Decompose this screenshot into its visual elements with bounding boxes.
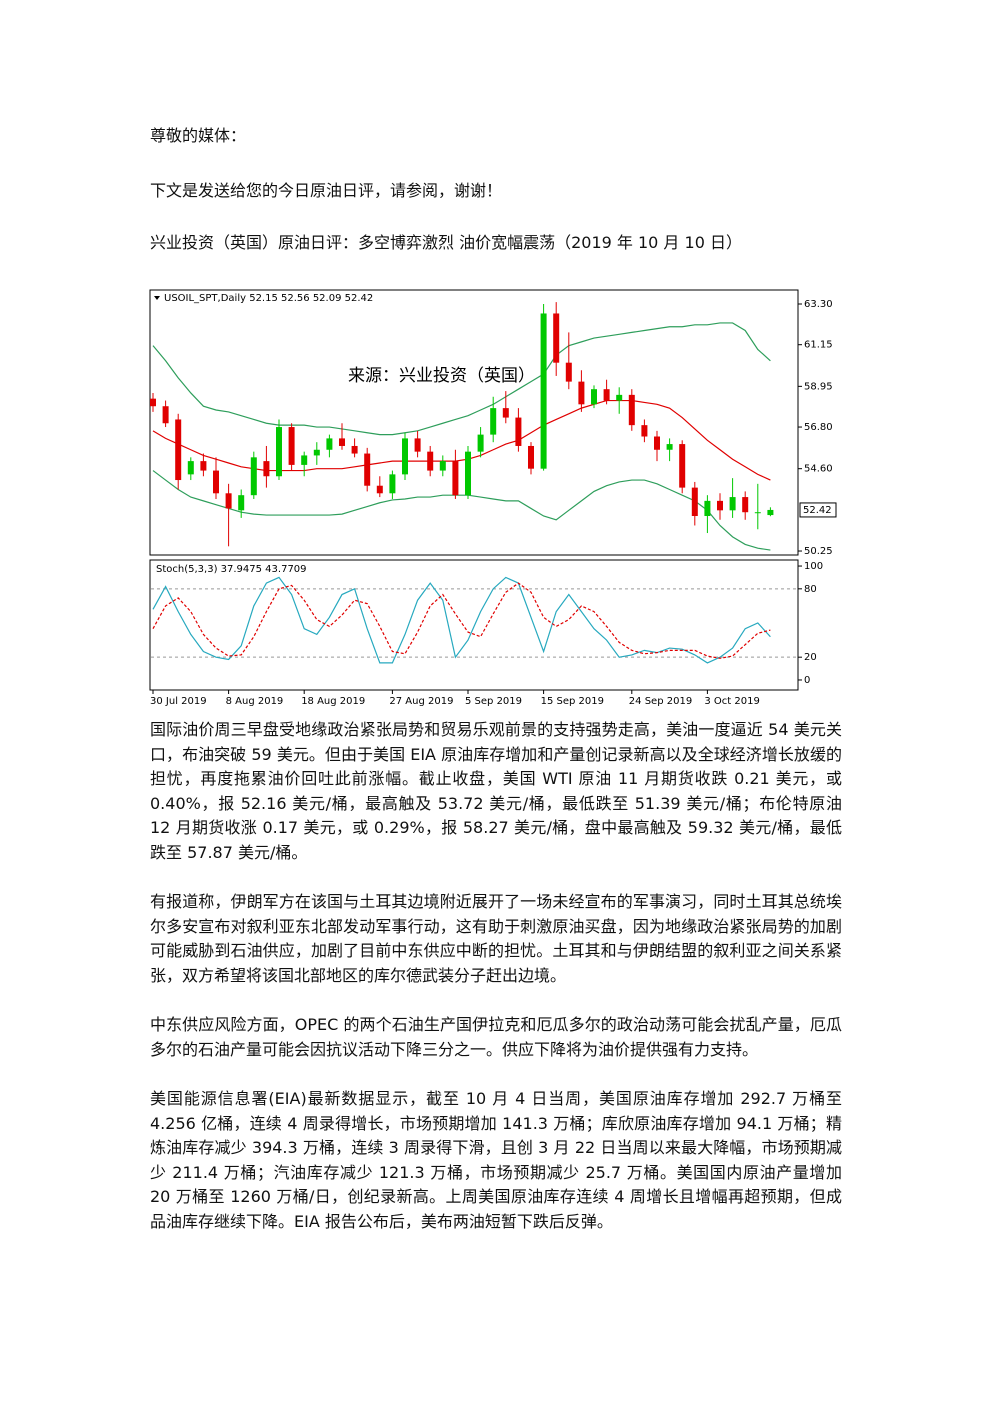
candle-body bbox=[528, 445, 534, 469]
candle-body bbox=[187, 461, 194, 475]
candle-body bbox=[452, 461, 459, 496]
y-tick-label: 54.60 bbox=[804, 464, 833, 475]
candle-body bbox=[666, 444, 673, 450]
candle-body bbox=[402, 438, 408, 475]
headline: 兴业投资（英国）原油日评：多空博弈激烈 油价宽幅震荡（2019 年 10 月 1… bbox=[150, 233, 742, 252]
candle-body bbox=[654, 436, 660, 450]
candle-body bbox=[578, 381, 585, 405]
y-tick-label: 50.25 bbox=[804, 546, 833, 557]
candle-body bbox=[565, 362, 572, 382]
candle-body bbox=[502, 408, 509, 418]
candle-body bbox=[754, 512, 761, 514]
candle-body bbox=[591, 389, 597, 405]
bollinger-band bbox=[152, 470, 771, 551]
paragraph: 美国能源信息署(EIA)最新数据显示，截至 10 月 4 日当周，美国原油库存增… bbox=[150, 1089, 842, 1231]
stoch-tick-label: 20 bbox=[804, 652, 817, 663]
candle-body bbox=[628, 394, 635, 426]
candle-body bbox=[477, 434, 484, 452]
candle-body bbox=[767, 509, 774, 516]
candle-body bbox=[364, 453, 371, 486]
candle-body bbox=[414, 438, 421, 452]
candle-body bbox=[313, 449, 320, 456]
x-tick-label: 18 Aug 2019 bbox=[301, 696, 365, 707]
candle-body bbox=[742, 497, 749, 513]
candle-body bbox=[238, 495, 245, 511]
candle-body bbox=[515, 417, 522, 446]
candle-body bbox=[439, 461, 446, 471]
intro: 下文是发送给您的今日原油日评，请参阅，谢谢！ bbox=[150, 181, 503, 200]
candle-body bbox=[376, 485, 383, 494]
price-box bbox=[799, 502, 837, 518]
candle-body bbox=[729, 497, 736, 511]
candle-body bbox=[263, 461, 270, 477]
candle-body bbox=[490, 408, 497, 435]
candle-body bbox=[427, 451, 434, 471]
stoch-panel bbox=[149, 559, 799, 691]
price-panel bbox=[149, 289, 799, 556]
candle-body bbox=[288, 427, 295, 465]
candle-body bbox=[200, 461, 207, 471]
stoch-tick-label: 80 bbox=[804, 584, 817, 595]
candle-body bbox=[704, 500, 711, 517]
candle-body bbox=[616, 394, 623, 401]
stoch-k bbox=[152, 576, 771, 664]
bollinger-band bbox=[152, 322, 771, 436]
y-tick-label: 63.30 bbox=[804, 299, 833, 310]
paragraph: 有报道称，伊朗军方在该国与土耳其边境附近展开了一场未经宣布的军事演习，同时土耳其… bbox=[150, 892, 842, 985]
x-tick-label: 15 Sep 2019 bbox=[541, 696, 604, 707]
candle-body bbox=[465, 451, 471, 496]
y-tick-label: 61.15 bbox=[804, 340, 833, 351]
stoch-tick-label: 0 bbox=[804, 675, 810, 686]
chart-title: USOIL_SPT,Daily 52.15 52.56 52.09 52.42 bbox=[164, 293, 373, 304]
menu-triangle bbox=[154, 296, 160, 300]
candle-body bbox=[351, 445, 358, 454]
candle-body bbox=[250, 457, 257, 496]
paragraph: 中东供应风险方面，OPEC 的两个石油生产国伊拉克和厄瓜多尔的政治动荡可能会扰乱… bbox=[150, 1015, 842, 1059]
x-tick-label: 5 Sep 2019 bbox=[465, 696, 522, 707]
x-tick-label: 8 Aug 2019 bbox=[226, 696, 284, 707]
price-box-label: 52.42 bbox=[803, 505, 832, 516]
candle-body bbox=[540, 313, 547, 469]
stoch-title: Stoch(5,3,3) 37.9475 43.7709 bbox=[156, 564, 307, 575]
candle-body bbox=[150, 398, 156, 407]
candle-body bbox=[276, 427, 282, 477]
candle-body bbox=[162, 406, 169, 424]
greeting: 尊敬的媒体： bbox=[150, 126, 247, 145]
candle-body bbox=[691, 487, 698, 517]
candle-body bbox=[301, 455, 308, 465]
x-tick-label: 3 Oct 2019 bbox=[704, 696, 759, 707]
body-text: 国际油价周三早盘受地缘政治紧张局势和贸易乐观前景的支持强势走高，美油一度逼近 5… bbox=[150, 718, 842, 1259]
candle-body bbox=[326, 438, 333, 450]
candle-body bbox=[339, 438, 345, 446]
y-tick-label: 58.95 bbox=[804, 381, 833, 392]
paragraph: 国际油价周三早盘受地缘政治紧张局势和贸易乐观前景的支持强势走高，美油一度逼近 5… bbox=[150, 720, 842, 862]
x-tick-label: 27 Aug 2019 bbox=[389, 696, 453, 707]
candle-body bbox=[679, 444, 686, 488]
stoch-d bbox=[152, 582, 771, 659]
candle-body bbox=[553, 313, 560, 363]
source-annotation: 来源：兴业投资（英国） bbox=[348, 366, 535, 386]
y-tick-label: 56.80 bbox=[804, 422, 833, 433]
x-tick-label: 24 Sep 2019 bbox=[629, 696, 692, 707]
x-tick-label: 30 Jul 2019 bbox=[150, 696, 207, 707]
candle-body bbox=[175, 419, 182, 481]
candle-body bbox=[389, 474, 396, 494]
candle-body bbox=[603, 389, 610, 401]
candle-body bbox=[641, 425, 648, 437]
candle-body bbox=[213, 470, 219, 494]
candle-body bbox=[225, 493, 232, 509]
candle-body bbox=[717, 500, 723, 511]
chart: USOIL_SPT,Daily 52.15 52.56 52.09 52.42 … bbox=[149, 289, 837, 707]
stoch-tick-label: 100 bbox=[804, 561, 823, 572]
